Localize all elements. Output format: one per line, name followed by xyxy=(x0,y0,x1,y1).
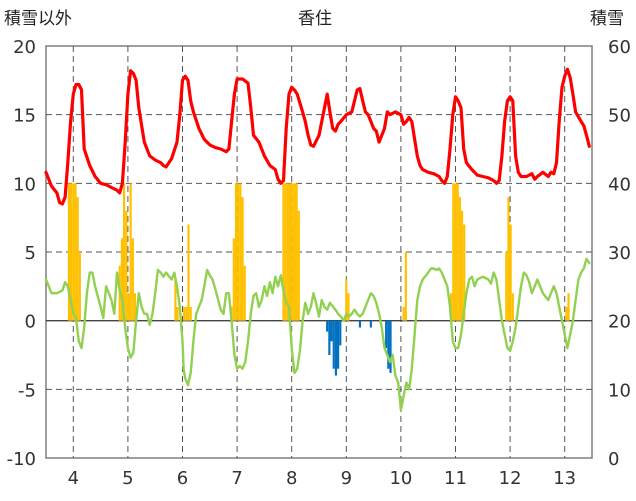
bar xyxy=(387,320,390,369)
bar xyxy=(454,183,457,321)
x-tick-label: 7 xyxy=(231,468,242,489)
bar xyxy=(129,183,132,321)
bar xyxy=(189,306,192,321)
y-right-tick-label: 10 xyxy=(608,380,631,401)
bar xyxy=(334,320,338,376)
y-left-tick-label: 15 xyxy=(13,106,36,127)
bar xyxy=(120,238,123,321)
bar xyxy=(74,183,77,321)
bar xyxy=(243,265,246,321)
series-line-green xyxy=(44,257,591,412)
y-left-tick-label: 10 xyxy=(13,174,36,195)
right-axis-title: 積雪 xyxy=(590,9,624,29)
bar xyxy=(332,320,335,369)
bar xyxy=(509,224,512,321)
bar xyxy=(297,210,300,321)
x-tick-label: 11 xyxy=(444,468,467,489)
bar xyxy=(288,183,292,321)
x-tick-label: 9 xyxy=(341,468,352,489)
bar xyxy=(404,252,407,321)
bar xyxy=(174,279,177,321)
bar xyxy=(565,306,568,321)
bar xyxy=(385,320,388,349)
y-left-tick-label: -10 xyxy=(7,449,36,470)
x-tick-label: 4 xyxy=(68,468,79,489)
bar xyxy=(234,183,238,321)
bar xyxy=(463,224,466,321)
bar xyxy=(295,183,298,321)
y-left-tick-label: -5 xyxy=(18,380,36,401)
bar xyxy=(452,183,455,321)
y-left-tick-label: 20 xyxy=(13,37,36,58)
y-right-tick-label: 60 xyxy=(608,37,631,58)
x-tick-label: 8 xyxy=(286,468,297,489)
bar xyxy=(237,183,240,321)
bar xyxy=(567,293,570,321)
y-right-tick-label: 20 xyxy=(608,312,631,333)
x-tick-label: 13 xyxy=(553,468,576,489)
bar xyxy=(389,320,392,373)
bar xyxy=(345,279,348,321)
bar xyxy=(131,238,134,321)
y-left-tick-label: 5 xyxy=(25,243,36,264)
bar xyxy=(232,238,235,321)
bar xyxy=(122,183,126,321)
bar xyxy=(293,183,296,321)
bar xyxy=(339,320,342,346)
bar xyxy=(507,197,510,321)
bar xyxy=(67,183,71,321)
x-tick-label: 5 xyxy=(122,468,133,489)
bar xyxy=(133,293,137,321)
bar xyxy=(286,183,289,321)
bar xyxy=(402,306,405,321)
x-tick-label: 6 xyxy=(177,468,188,489)
bar xyxy=(185,306,188,321)
bar xyxy=(358,320,362,328)
bar xyxy=(456,183,459,321)
bar xyxy=(328,320,331,355)
y-right-tick-label: 0 xyxy=(608,449,619,470)
bar xyxy=(282,183,285,321)
bar xyxy=(337,320,340,369)
bar xyxy=(183,306,186,321)
bar xyxy=(284,183,287,321)
series-line-red xyxy=(44,67,591,206)
bar xyxy=(72,183,75,321)
bar xyxy=(78,252,81,321)
bar xyxy=(326,320,329,332)
bar xyxy=(76,197,79,321)
bar xyxy=(241,197,244,321)
bar xyxy=(458,197,461,321)
bar xyxy=(330,320,333,342)
bar xyxy=(70,183,73,321)
y-right-tick-label: 40 xyxy=(608,174,631,195)
bar xyxy=(239,183,242,321)
x-tick-label: 12 xyxy=(499,468,522,489)
bar xyxy=(505,252,508,321)
y-left-tick-label: 0 xyxy=(25,312,36,333)
bar xyxy=(127,293,130,321)
y-right-tick-label: 50 xyxy=(608,106,631,127)
bar xyxy=(187,224,190,321)
chart-title: 香住 xyxy=(298,9,332,29)
bar xyxy=(347,293,350,321)
bar xyxy=(176,306,179,321)
bar xyxy=(369,320,372,328)
bar xyxy=(125,210,128,321)
x-tick-label: 10 xyxy=(389,468,412,489)
bar xyxy=(511,293,514,321)
bar xyxy=(460,210,464,321)
left-axis-title: 積雪以外 xyxy=(4,9,72,29)
bar xyxy=(291,183,294,321)
y-right-tick-label: 30 xyxy=(608,243,631,264)
